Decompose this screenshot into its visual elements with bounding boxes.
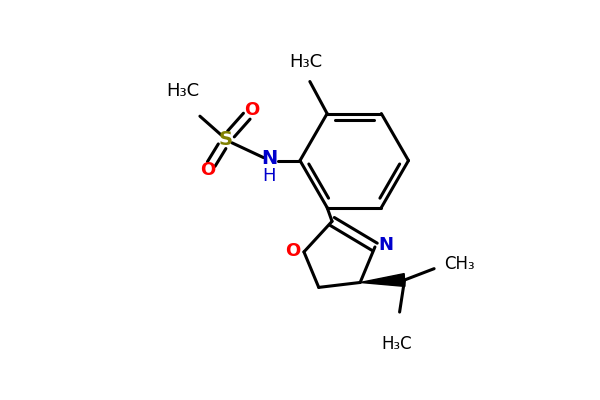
Text: S: S — [219, 130, 233, 149]
Text: H₃C: H₃C — [167, 82, 200, 100]
Text: H: H — [263, 167, 276, 185]
Text: H₃C: H₃C — [289, 53, 322, 71]
Text: N: N — [378, 236, 393, 254]
Text: CH₃: CH₃ — [444, 255, 475, 273]
Text: O: O — [286, 242, 301, 260]
Text: O: O — [244, 101, 259, 119]
Text: N: N — [262, 148, 278, 168]
Text: O: O — [200, 162, 215, 180]
Text: H₃C: H₃C — [382, 335, 412, 353]
Polygon shape — [360, 274, 405, 286]
